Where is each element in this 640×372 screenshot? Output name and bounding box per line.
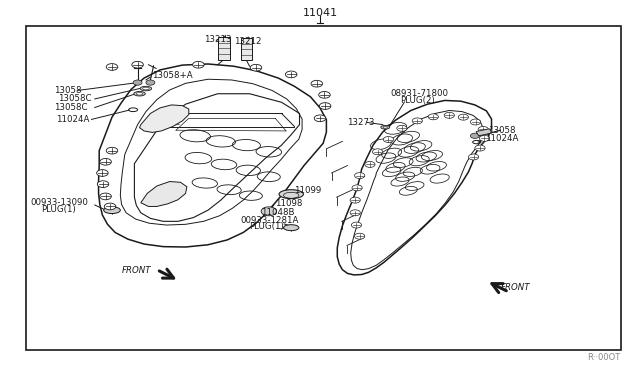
Circle shape	[355, 173, 365, 179]
Circle shape	[351, 222, 362, 228]
Text: PLUG(2): PLUG(2)	[400, 96, 435, 105]
Ellipse shape	[134, 92, 145, 96]
Circle shape	[132, 61, 143, 68]
Ellipse shape	[284, 225, 299, 231]
Ellipse shape	[136, 92, 143, 95]
Text: PLUG(1): PLUG(1)	[250, 222, 284, 231]
Circle shape	[319, 92, 330, 98]
Circle shape	[478, 126, 488, 132]
Circle shape	[100, 193, 111, 200]
Text: FRONT: FRONT	[122, 266, 151, 275]
Circle shape	[428, 114, 438, 120]
Circle shape	[261, 207, 276, 216]
Circle shape	[97, 181, 109, 187]
Ellipse shape	[140, 86, 152, 91]
Text: 00933-1281A: 00933-1281A	[240, 216, 298, 225]
Circle shape	[383, 137, 394, 142]
Text: 08931-71800: 08931-71800	[390, 89, 449, 98]
Circle shape	[100, 158, 111, 165]
Circle shape	[470, 119, 481, 125]
Circle shape	[397, 125, 407, 131]
Text: 11041: 11041	[303, 8, 337, 18]
Circle shape	[444, 112, 454, 118]
Circle shape	[250, 64, 262, 71]
Ellipse shape	[381, 125, 390, 129]
Text: 13058+A: 13058+A	[152, 71, 193, 80]
Circle shape	[314, 115, 326, 122]
Circle shape	[350, 210, 360, 216]
Ellipse shape	[104, 207, 120, 214]
Text: 11024A: 11024A	[56, 115, 90, 124]
Circle shape	[319, 103, 331, 109]
Circle shape	[106, 64, 118, 70]
Text: 11099: 11099	[294, 186, 322, 195]
Bar	[26, 26, 621, 350]
Circle shape	[412, 118, 422, 124]
Circle shape	[479, 135, 490, 141]
Text: 13273: 13273	[347, 118, 374, 126]
Text: 13058: 13058	[54, 86, 82, 94]
Text: R··00OT: R··00OT	[588, 353, 621, 362]
Polygon shape	[140, 105, 189, 132]
Circle shape	[106, 147, 118, 154]
Bar	[476, 129, 492, 136]
Text: 13058: 13058	[488, 126, 515, 135]
Text: 00933-13090: 00933-13090	[31, 198, 88, 207]
Text: 13058C: 13058C	[58, 94, 91, 103]
Ellipse shape	[383, 126, 388, 128]
Circle shape	[350, 197, 360, 203]
Text: 13058C: 13058C	[54, 103, 88, 112]
Bar	[241, 38, 252, 60]
Circle shape	[352, 185, 362, 191]
Circle shape	[193, 61, 204, 68]
Text: PLUG(1): PLUG(1)	[42, 205, 76, 214]
Circle shape	[97, 170, 108, 176]
Text: 11048B: 11048B	[261, 208, 294, 217]
Bar	[218, 37, 230, 60]
Text: FRONT: FRONT	[500, 283, 530, 292]
Circle shape	[372, 149, 383, 155]
Circle shape	[311, 80, 323, 87]
Circle shape	[470, 133, 479, 138]
Polygon shape	[141, 182, 187, 206]
Text: 11024A: 11024A	[485, 134, 518, 143]
Circle shape	[285, 71, 297, 78]
Circle shape	[365, 161, 375, 167]
Circle shape	[355, 233, 365, 239]
Circle shape	[146, 80, 155, 85]
Ellipse shape	[143, 87, 149, 90]
Text: 13213: 13213	[204, 35, 231, 44]
Ellipse shape	[279, 190, 303, 199]
Circle shape	[104, 203, 116, 210]
Text: 13212: 13212	[234, 37, 261, 46]
Circle shape	[468, 154, 479, 160]
Text: 11098: 11098	[275, 199, 303, 208]
Circle shape	[133, 80, 142, 85]
Circle shape	[458, 114, 468, 120]
Circle shape	[475, 145, 485, 151]
